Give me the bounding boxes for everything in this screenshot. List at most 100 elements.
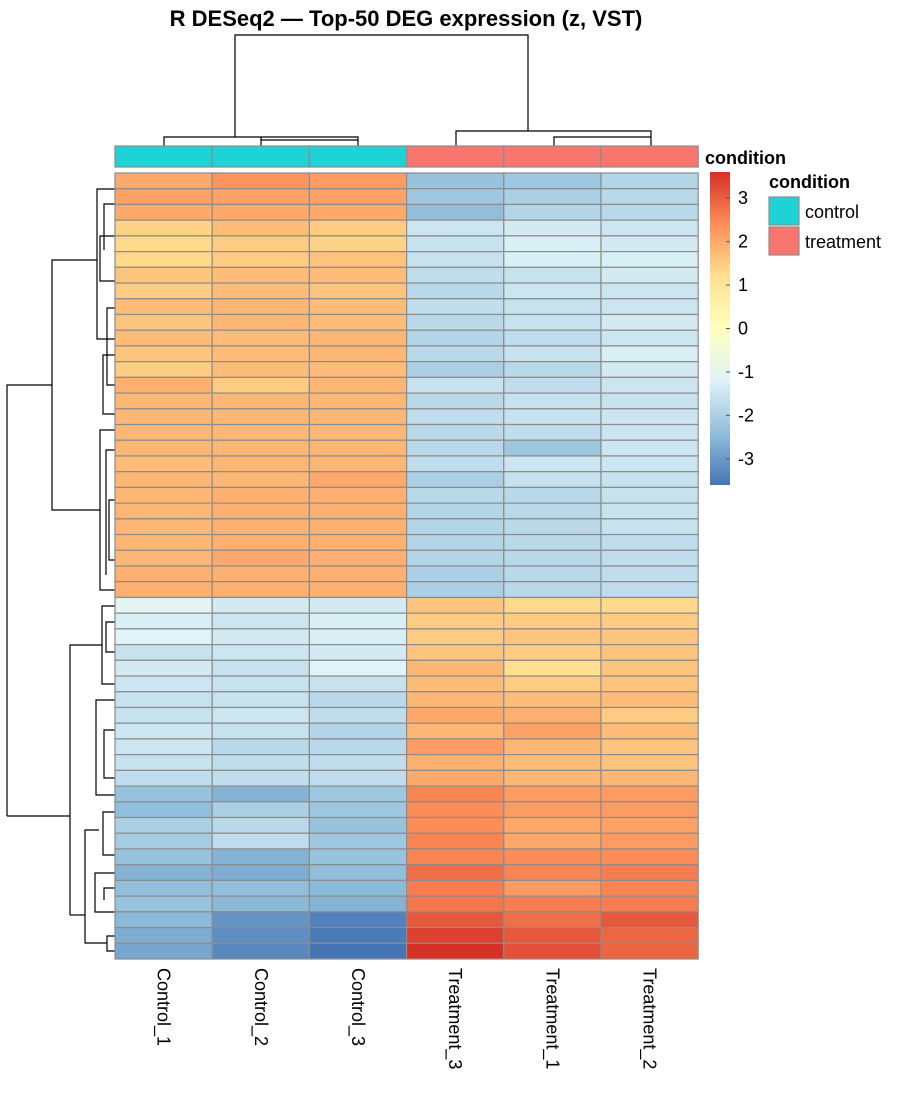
heatmap-cell [600, 251, 699, 268]
heatmap-cell [211, 848, 310, 866]
heatmap-cell [600, 754, 699, 771]
annotation-cell-treatment [406, 145, 505, 168]
heatmap-cell [600, 612, 699, 630]
heatmap-cell [114, 691, 213, 709]
heatmap-cell [308, 832, 408, 850]
heatmap-cell [211, 188, 310, 206]
heatmap-cell [211, 879, 310, 897]
heatmap-cell [503, 423, 602, 441]
heatmap-cell [503, 722, 602, 740]
heatmap-cell [600, 455, 699, 473]
heatmap-cell [600, 879, 699, 897]
column-labels: Control_1 Control_2 Control_3 Treatment_3 Tr… [153, 968, 660, 1069]
heatmap-cell [114, 408, 213, 426]
heatmap-cell [600, 926, 699, 944]
heatmap-cell [308, 769, 408, 787]
heatmap-cell [114, 172, 213, 190]
condition-annotation-row [114, 145, 699, 168]
heatmap-cell [308, 188, 408, 206]
heatmap-cell [308, 549, 408, 567]
heatmap-cell [503, 486, 602, 504]
heatmap-cell [406, 471, 505, 488]
heatmap-cell [406, 864, 505, 881]
heatmap-cell [114, 455, 213, 473]
heatmap-cell [114, 235, 213, 253]
heatmap-cell [503, 188, 602, 206]
heatmap-cell [211, 832, 310, 850]
heatmap-cell [114, 722, 213, 740]
annotation-row-title: condition [705, 148, 786, 168]
heatmap-cell [211, 408, 310, 426]
heatmap-cell [600, 282, 699, 300]
heatmap-cell [211, 754, 310, 771]
heatmap-cell [503, 895, 602, 913]
heatmap-cell [211, 659, 310, 677]
heatmap-cell [406, 879, 505, 897]
heatmap-cell [114, 801, 213, 819]
heatmap-cell [600, 864, 699, 881]
heatmap-cell [211, 628, 310, 646]
column-label: Treatment_3 [444, 968, 465, 1069]
heatmap-cell [406, 722, 505, 740]
heatmap-cell [114, 251, 213, 268]
heatmap-cell [308, 313, 408, 331]
heatmap-cell [406, 203, 505, 221]
heatmap-cell [211, 533, 310, 551]
heatmap-cell [211, 596, 310, 614]
heatmap-cell [114, 188, 213, 206]
heatmap-cell [503, 691, 602, 709]
heatmap-cell [308, 423, 408, 441]
legend-items: control treatment [768, 196, 881, 256]
heatmap-cell [114, 706, 213, 724]
heatmap-cell [406, 785, 505, 803]
heatmap-cell [114, 266, 213, 284]
heatmap-cell [406, 549, 505, 567]
heatmap-cell [503, 565, 602, 583]
condition-legend: condition control treatment [768, 172, 881, 256]
heatmap-cell [211, 251, 310, 268]
heatmap-cell [308, 911, 408, 929]
heatmap-cell [600, 785, 699, 803]
heatmap-cell [114, 565, 213, 583]
heatmap-cell [406, 612, 505, 630]
heatmap-cell [406, 219, 505, 237]
heatmap-cell [211, 392, 310, 410]
heatmap-cell [503, 282, 602, 300]
heatmap-cell [211, 549, 310, 567]
column-label: Treatment_1 [541, 968, 562, 1069]
heatmap-cell [114, 282, 213, 300]
heatmap-cell [308, 706, 408, 724]
colorbar-tick-label: 2 [738, 232, 748, 252]
legend-label-treatment: treatment [805, 232, 881, 252]
heatmap-cell [114, 643, 213, 661]
heatmap-cell [308, 691, 408, 709]
heatmap-cell [211, 361, 310, 378]
colorbar-ticks: 3 2 1 0 -1 -2 -3 [726, 188, 754, 469]
heatmap-cell [211, 911, 310, 929]
heatmap-cell [503, 533, 602, 551]
annotation-cell-treatment [600, 145, 699, 168]
heatmap-cell [600, 691, 699, 709]
heatmap-cell [503, 172, 602, 190]
heatmap-cell [600, 801, 699, 819]
heatmap-cell [406, 486, 505, 504]
heatmap-cell [114, 864, 213, 881]
heatmap-cell [211, 345, 310, 363]
heatmap-cell [600, 376, 699, 394]
annotation-cell-treatment [503, 145, 602, 168]
heatmap-cell [308, 738, 408, 756]
heatmap-cell [600, 219, 699, 237]
heatmap-cell [308, 235, 408, 253]
chart-title: R DESeq2 — Top-50 DEG expression (z, VST… [170, 6, 643, 31]
heatmap-cell [211, 203, 310, 221]
heatmap-cell [406, 895, 505, 913]
column-label: Control_3 [347, 968, 368, 1046]
heatmap-cell [308, 392, 408, 410]
heatmap-cell [503, 816, 602, 834]
heatmap-cell [406, 926, 505, 944]
heatmap-cells [114, 172, 699, 960]
heatmap-cell [114, 659, 213, 677]
heatmap-cell [114, 581, 213, 599]
heatmap-cell [600, 298, 699, 316]
